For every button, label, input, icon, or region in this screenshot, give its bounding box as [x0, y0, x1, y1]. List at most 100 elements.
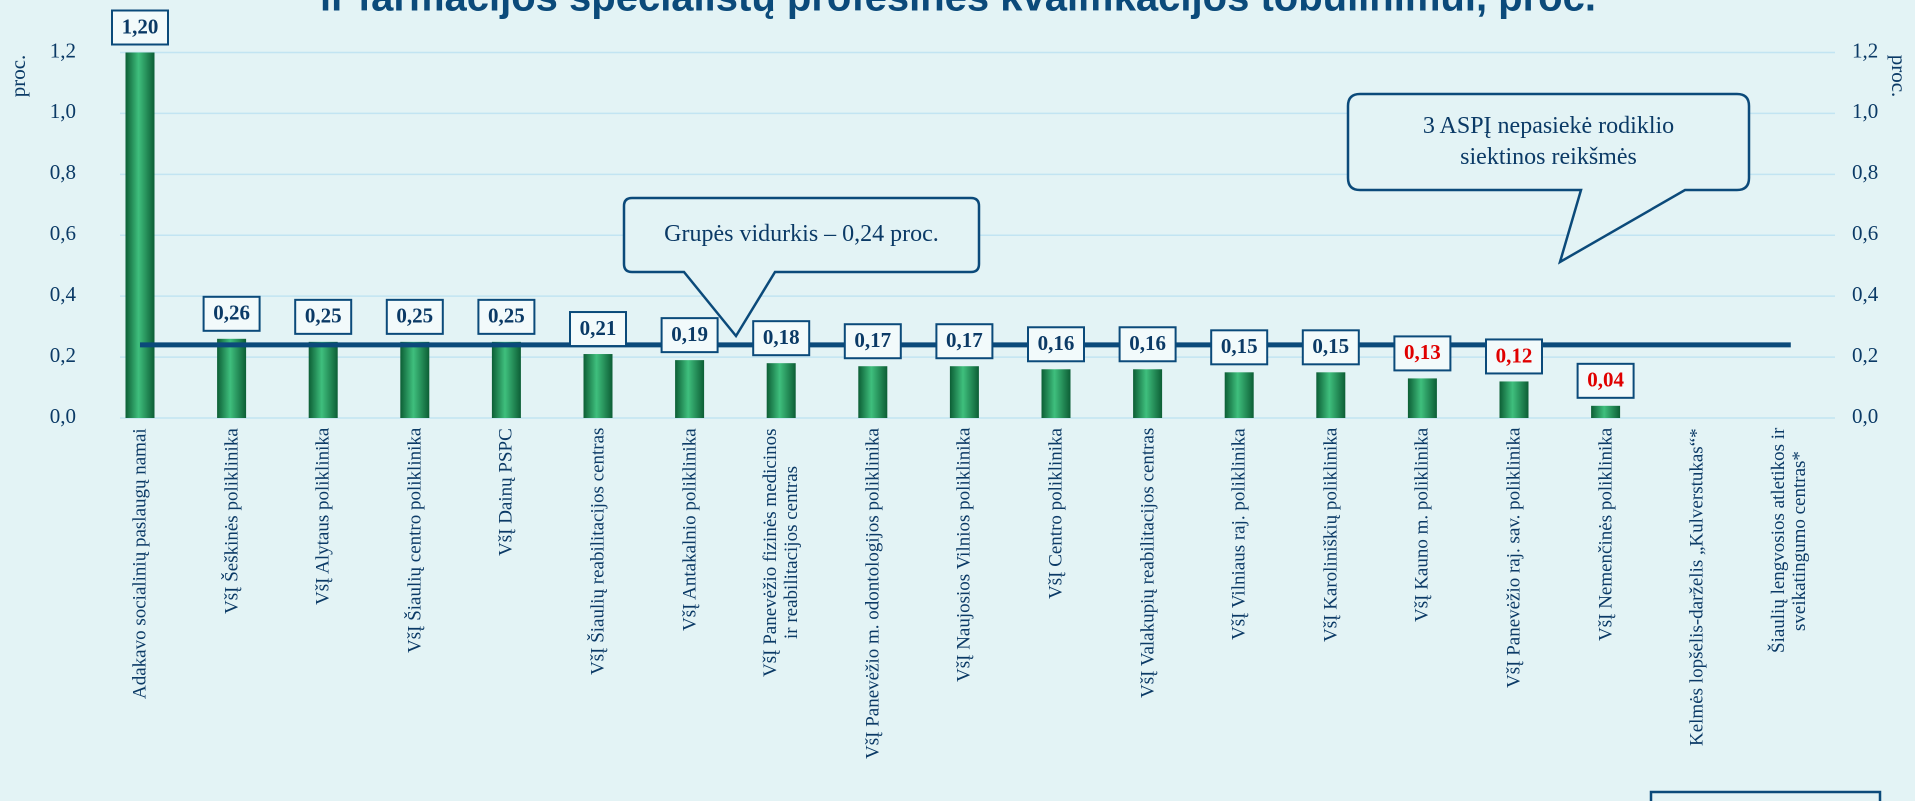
y2-tick-label: 0,8 [1852, 160, 1878, 184]
bar [675, 360, 705, 418]
x-tick-label-box: VšĮ Šeškinės poliklinika [221, 428, 242, 801]
y2-tick-label: 0,6 [1852, 221, 1878, 245]
x-tick-label: Adakavo socialinių paslaugų namai [129, 428, 151, 699]
bar [583, 354, 613, 418]
y2-tick-label: 0,2 [1852, 343, 1878, 367]
value-label-box [1118, 326, 1177, 363]
y-tick-label: 1,0 [50, 99, 76, 123]
y2-axis-label: proc. [1887, 55, 1911, 98]
value-label-box [569, 311, 627, 348]
bar [400, 341, 430, 418]
y-tick-label: 0,2 [50, 343, 76, 367]
x-tick-label: Šiaulių lengvosios atletikos ir sveikati… [1767, 428, 1810, 654]
y-axis-label: proc. [6, 55, 30, 98]
value-label-box [660, 317, 719, 354]
x-tick-label: VšĮ Vilniaus raj. poliklinika [1228, 428, 1250, 640]
value-label-box [111, 9, 169, 46]
annotation: 3 ASPĮ nepasiekė rodiklio siektinos reik… [1422, 113, 1675, 170]
bar [1499, 381, 1529, 418]
value-label: 0,18 [763, 325, 800, 349]
bar [308, 341, 338, 418]
bar [1407, 378, 1437, 418]
x-tick-label: VšĮ Antakalnio poliklinika [679, 428, 701, 631]
x-tick-label: VšĮ Nemenčinės poliklinika [1595, 428, 1617, 642]
x-tick-label-box: VšĮ Valakupių reabilitacijos centras [1137, 428, 1158, 801]
value-label-box [843, 323, 902, 360]
x-tick-label: VšĮ Valakupių reabilitacijos centras [1137, 428, 1159, 699]
x-tick-label-box: VšĮ Karoliniškių poliklinika [1320, 428, 1341, 801]
x-tick-label: VšĮ Šiaulių centro poliklinika [404, 428, 426, 654]
bar [217, 338, 247, 418]
value-label-box [752, 320, 811, 357]
value-label-box [1393, 335, 1452, 372]
x-tick-label-box: VšĮ Kauno m. poliklinika [1412, 428, 1433, 801]
y-tick-label: 0,0 [50, 404, 76, 428]
value-label-box [1576, 362, 1635, 399]
value-label: 0,17 [946, 328, 983, 352]
x-tick-label: VšĮ Dainų PSPC [495, 428, 517, 556]
x-tick-label-box: VšĮ Vilniaus raj. poliklinika [1229, 428, 1250, 801]
x-tick-label-box: VšĮ Centro poliklinika [1046, 428, 1067, 801]
x-tick-label: VšĮ Šiaulių reabilitacijos centras [587, 428, 609, 676]
x-tick-label-box: VšĮ Antakalnio poliklinika [679, 428, 700, 801]
value-label: 0,25 [488, 304, 525, 328]
x-tick-label: VšĮ Centro poliklinika [1045, 428, 1067, 599]
value-label: 0,04 [1587, 368, 1624, 392]
bar [491, 341, 521, 418]
bar [125, 52, 155, 418]
y2-tick-label: 1,2 [1852, 38, 1878, 62]
y-tick-label: 0,6 [50, 221, 76, 245]
value-label: 0,13 [1404, 340, 1441, 364]
value-label-box [935, 323, 994, 360]
x-tick-label: VšĮ Naujosios Vilnios poliklinika [953, 428, 975, 683]
x-tick-label: VšĮ Panevėžio raj. sav. poliklinika [1503, 428, 1525, 689]
bar [1316, 372, 1346, 418]
y-tick-label: 1,2 [50, 38, 76, 62]
value-label-box [294, 298, 353, 335]
value-label-box [202, 295, 261, 332]
x-tick-label-box: VšĮ Dainų PSPC [496, 428, 517, 801]
value-label-box [1301, 329, 1360, 366]
value-label: 0,25 [305, 304, 342, 328]
value-label-box [1485, 338, 1543, 375]
bar [1041, 369, 1071, 418]
value-label: 0,15 [1312, 334, 1349, 358]
x-tick-label-box: VšĮ Alytaus poliklinika [313, 428, 334, 801]
x-tick-label-box: Šiaulių lengvosios atletikos ir sveikati… [1768, 428, 1810, 801]
value-label: 0,16 [1129, 331, 1166, 355]
average-callout [622, 196, 981, 339]
value-label: 0,17 [854, 328, 891, 352]
x-tick-label-box: VšĮ Panevėžio m. odontologijos poliklini… [862, 428, 883, 801]
x-tick-label: VšĮ Šeškinės poliklinika [221, 428, 243, 614]
value-label-box [1210, 329, 1269, 366]
x-tick-label: VšĮ Karoliniškių poliklinika [1320, 428, 1342, 643]
x-tick-label: VšĮ Kauno m. poliklinika [1411, 428, 1433, 623]
value-label: 0,21 [580, 316, 617, 340]
x-tick-label-box: VšĮ Nemenčinės poliklinika [1595, 428, 1616, 801]
x-tick-label-box: VšĮ Šiaulių centro poliklinika [404, 428, 425, 801]
y2-tick-label: 0,4 [1852, 282, 1879, 306]
y-tick-label: 0,8 [50, 160, 76, 184]
value-label-box [477, 298, 536, 335]
x-tick-label-box: Kelmės lopšelis-darželis „Kulverstukas“* [1687, 428, 1708, 801]
bar [1224, 372, 1254, 418]
value-label-box [385, 298, 444, 335]
value-label: 0,15 [1221, 334, 1258, 358]
target-callout [1346, 92, 1751, 265]
x-tick-label: VšĮ Panevėžio fizinės medicinos ir reabi… [760, 428, 803, 677]
annotation: Grupės vidurkis – 0,24 proc. [664, 221, 939, 247]
callouts [622, 92, 1882, 801]
y-tick-label: 0,4 [50, 282, 77, 306]
value-label: 0,19 [671, 322, 708, 346]
bar [1133, 369, 1163, 418]
value-label-box [1027, 326, 1085, 363]
value-label: 0,25 [396, 304, 433, 328]
y2-tick-label: 0,0 [1852, 404, 1878, 428]
bar [949, 366, 979, 418]
x-tick-label: VšĮ Panevėžio m. odontologijos poliklini… [862, 428, 884, 759]
value-label: 0,26 [213, 301, 250, 325]
x-tick-label: VšĮ Alytaus poliklinika [312, 428, 334, 606]
value-label: 0,12 [1496, 343, 1533, 367]
